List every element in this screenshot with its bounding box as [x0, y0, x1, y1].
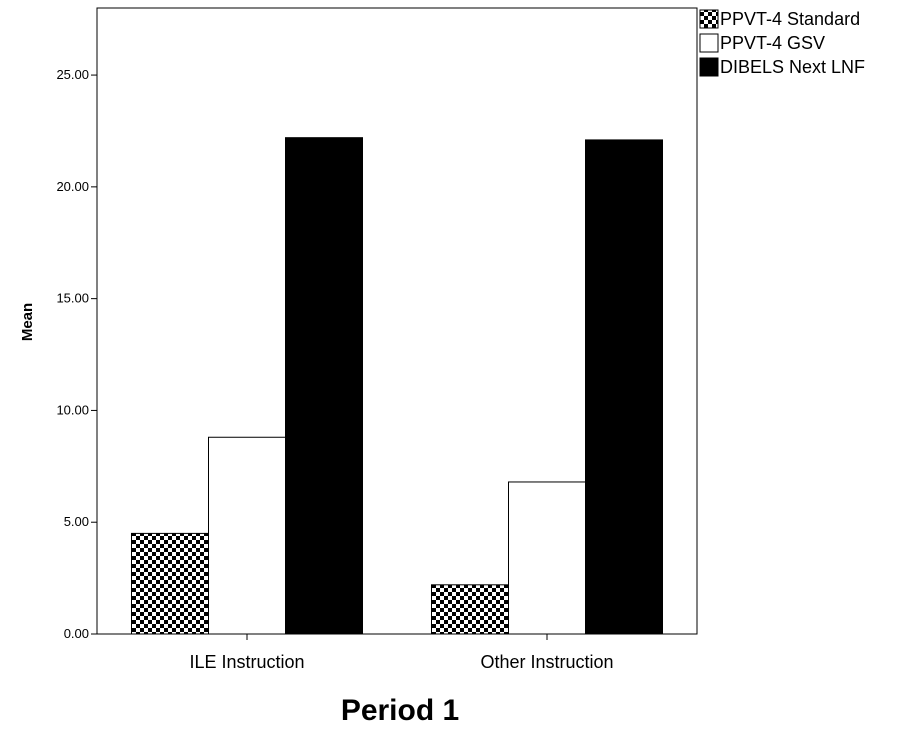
y-tick-label: 15.00 [56, 291, 89, 306]
bar-ppvt-4-standard-1 [431, 584, 509, 635]
x-axis: ILE Instruction Other Instruction [189, 634, 614, 672]
legend-label: PPVT-4 Standard [720, 9, 860, 29]
y-tick-label: 10.00 [56, 402, 89, 417]
y-axis: 0.00 5.00 10.00 15.00 20.00 25.00 [56, 67, 97, 641]
legend-swatch [699, 33, 719, 53]
bar-ppvt-4-standard-0 [131, 532, 209, 635]
bar-ppvt-4-gsv-1 [508, 481, 586, 635]
legend-swatch [699, 9, 719, 29]
bar-dibels-next-lnf-1 [585, 139, 663, 635]
legend: PPVT-4 Standard PPVT-4 GSV DIBELS Next LNF [699, 9, 865, 77]
bar-dibels-next-lnf-0 [285, 137, 363, 635]
y-tick-label: 20.00 [56, 179, 89, 194]
y-axis-title: Mean [19, 303, 36, 341]
bars [131, 137, 663, 635]
legend-label: PPVT-4 GSV [720, 33, 825, 53]
y-tick-label: 25.00 [56, 67, 89, 82]
y-tick-label: 0.00 [64, 626, 89, 641]
x-category-label: ILE Instruction [189, 652, 304, 672]
bar-ppvt-4-gsv-0 [208, 436, 286, 635]
legend-label: DIBELS Next LNF [720, 57, 865, 77]
legend-swatch [699, 57, 719, 77]
x-axis-title: Period 1 [341, 694, 459, 727]
plot-frame [96, 7, 698, 635]
y-tick-label: 5.00 [64, 514, 89, 529]
x-category-label: Other Instruction [480, 652, 613, 672]
